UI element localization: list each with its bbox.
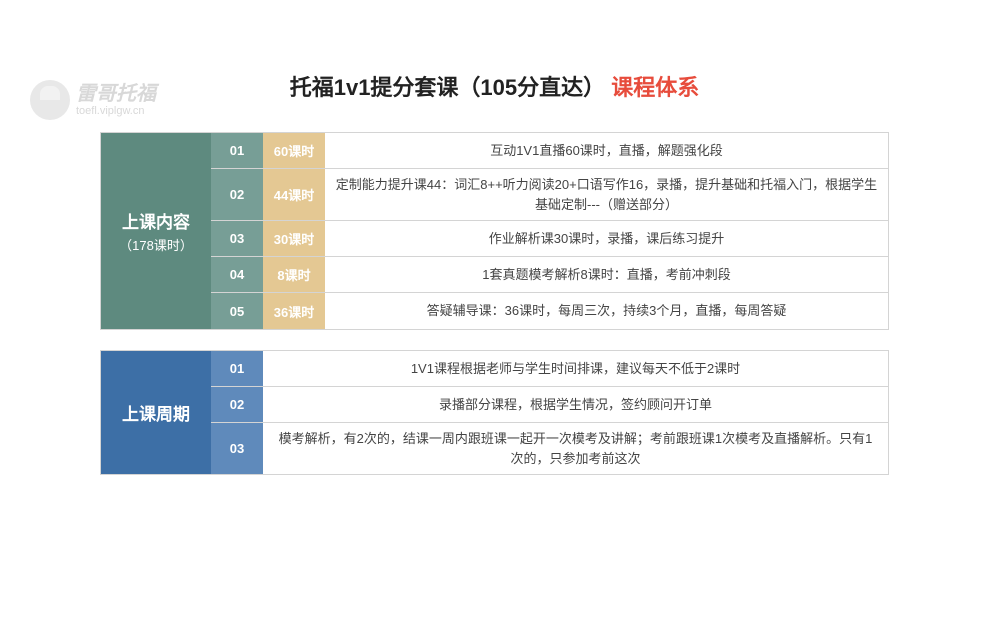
- row-num: 04: [211, 257, 263, 292]
- title-red: 课程体系: [611, 75, 699, 100]
- row-num: 01: [211, 133, 263, 168]
- row-hours: 8课时: [263, 257, 325, 292]
- side-label-schedule: 上课周期: [101, 351, 211, 474]
- row-desc: 答疑辅导课：36课时，每周三次，持续3个月，直播，每周答疑: [325, 293, 888, 329]
- row-desc: 模考解析，有2次的，结课一周内跟班课一起开一次模考及讲解；考前跟班课1次模考及直…: [263, 423, 888, 474]
- side-main: 上课内容: [122, 208, 190, 233]
- table-rows: 011V1课程根据老师与学生时间排课，建议每天不低于2课时02录播部分课程，根据…: [211, 351, 888, 474]
- table-rows: 0160课时互动1V1直播60课时，直播，解题强化段0244课时定制能力提升课4…: [211, 133, 888, 329]
- row-desc: 作业解析课30课时，录播，课后练习提升: [325, 221, 888, 256]
- table-row: 0536课时答疑辅导课：36课时，每周三次，持续3个月，直播，每周答疑: [211, 293, 888, 329]
- row-desc: 定制能力提升课44：词汇8++听力阅读20+口语写作16，录播，提升基础和托福入…: [325, 169, 888, 220]
- table-row: 02录播部分课程，根据学生情况，签约顾问开订单: [211, 387, 888, 423]
- table-row: 0160课时互动1V1直播60课时，直播，解题强化段: [211, 133, 888, 169]
- table-row: 011V1课程根据老师与学生时间排课，建议每天不低于2课时: [211, 351, 888, 387]
- row-hours: 30课时: [263, 221, 325, 256]
- row-hours: 36课时: [263, 293, 325, 329]
- logo-icon: [30, 80, 70, 120]
- row-desc: 1套真题模考解析8课时：直播，考前冲刺段: [325, 257, 888, 292]
- row-desc: 录播部分课程，根据学生情况，签约顾问开订单: [263, 387, 888, 422]
- logo-sub: toefl.viplgw.cn: [76, 105, 156, 117]
- side-main: 上课周期: [122, 400, 190, 425]
- row-hours: 44课时: [263, 169, 325, 220]
- side-label-content: 上课内容 （178课时）: [101, 133, 211, 329]
- table-row: 0330课时作业解析课30课时，录播，课后练习提升: [211, 221, 888, 257]
- logo-text: 雷哥托福 toefl.viplgw.cn: [76, 83, 156, 117]
- logo: 雷哥托福 toefl.viplgw.cn: [30, 80, 156, 120]
- table-row: 048课时1套真题模考解析8课时：直播，考前冲刺段: [211, 257, 888, 293]
- title-black: 托福1v1提分套课（105分直达）: [290, 75, 605, 100]
- logo-main: 雷哥托福: [76, 83, 156, 105]
- row-num: 05: [211, 293, 263, 329]
- row-num: 02: [211, 387, 263, 422]
- row-num: 03: [211, 221, 263, 256]
- row-desc: 互动1V1直播60课时，直播，解题强化段: [325, 133, 888, 168]
- table-content: 上课内容 （178课时） 0160课时互动1V1直播60课时，直播，解题强化段0…: [100, 132, 889, 330]
- row-num: 02: [211, 169, 263, 220]
- row-desc: 1V1课程根据老师与学生时间排课，建议每天不低于2课时: [263, 351, 888, 386]
- row-hours: 60课时: [263, 133, 325, 168]
- side-sub: （178课时）: [119, 235, 193, 254]
- table-row: 0244课时定制能力提升课44：词汇8++听力阅读20+口语写作16，录播，提升…: [211, 169, 888, 221]
- row-num: 01: [211, 351, 263, 386]
- table-schedule: 上课周期 011V1课程根据老师与学生时间排课，建议每天不低于2课时02录播部分…: [100, 350, 889, 475]
- table-row: 03模考解析，有2次的，结课一周内跟班课一起开一次模考及讲解；考前跟班课1次模考…: [211, 423, 888, 474]
- tables-container: 上课内容 （178课时） 0160课时互动1V1直播60课时，直播，解题强化段0…: [100, 132, 889, 475]
- row-num: 03: [211, 423, 263, 474]
